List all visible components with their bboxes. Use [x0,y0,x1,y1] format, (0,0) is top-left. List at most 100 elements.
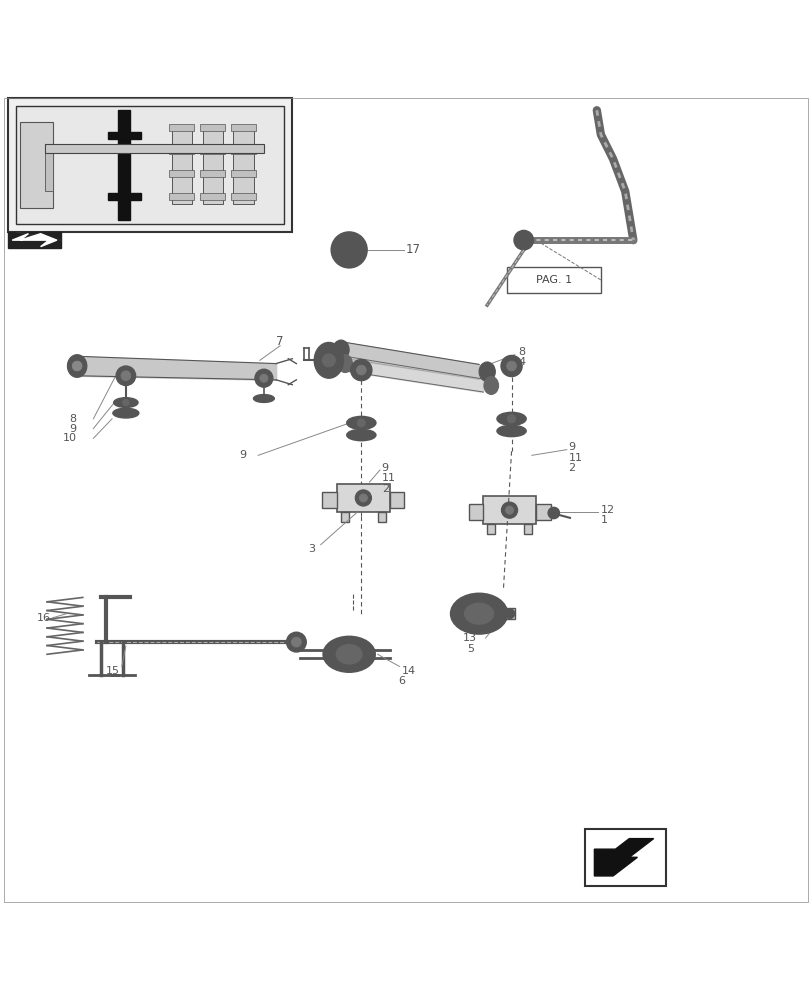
Bar [108,132,140,139]
Bar [200,124,225,131]
Bar [202,126,222,204]
Ellipse shape [323,636,375,672]
Bar [230,147,255,154]
Bar [230,193,255,200]
Ellipse shape [314,342,343,378]
Bar [337,484,389,512]
Ellipse shape [67,355,87,377]
Text: 13: 13 [462,633,476,643]
Circle shape [116,366,135,386]
Bar [169,124,194,131]
Text: 6: 6 [397,676,405,686]
Text: 10: 10 [62,433,76,443]
Text: 12: 12 [600,505,614,515]
Circle shape [358,494,367,502]
Bar [377,512,385,522]
Bar [200,147,225,154]
Bar [341,512,349,522]
Circle shape [72,361,82,371]
Circle shape [356,365,366,375]
Bar [389,492,404,508]
Circle shape [341,242,357,258]
Text: 9: 9 [239,450,247,460]
Circle shape [260,374,268,382]
Bar [233,126,253,204]
Ellipse shape [483,377,498,394]
Bar [45,144,53,191]
Bar [230,170,255,177]
Circle shape [500,355,521,377]
Bar [535,504,550,520]
Text: 9: 9 [568,442,575,452]
Bar [500,608,514,619]
Text: 3: 3 [308,544,315,554]
Circle shape [331,232,367,268]
Circle shape [504,609,514,619]
Ellipse shape [496,412,526,425]
Circle shape [354,490,371,506]
Text: 5: 5 [466,644,474,654]
Polygon shape [12,234,57,247]
Text: 4: 4 [517,357,525,367]
Ellipse shape [464,603,493,624]
Ellipse shape [113,408,139,418]
Bar [230,124,255,131]
Bar [169,193,194,200]
Text: 8: 8 [517,347,525,357]
Ellipse shape [346,429,375,441]
Bar [200,193,225,200]
Text: 1: 1 [600,515,607,525]
Circle shape [291,637,301,647]
Ellipse shape [114,398,138,407]
Text: 7: 7 [276,335,283,348]
Bar [322,492,337,508]
Bar [16,106,284,224]
Bar [523,524,531,534]
Text: 9: 9 [69,424,76,434]
Ellipse shape [496,425,526,437]
Text: 17: 17 [406,243,420,256]
Bar [20,122,53,208]
Bar [584,829,665,886]
Ellipse shape [337,355,352,373]
Bar [171,126,191,204]
Ellipse shape [478,362,495,381]
Circle shape [513,230,533,250]
Text: PAG. 1: PAG. 1 [535,275,571,285]
Bar [200,170,225,177]
Text: 9: 9 [381,463,388,473]
Ellipse shape [333,340,349,360]
Circle shape [255,369,272,387]
Text: 2: 2 [568,463,575,473]
Text: 8: 8 [69,414,76,424]
Polygon shape [594,839,653,876]
Circle shape [322,354,335,367]
Text: 14: 14 [401,666,415,676]
Bar [483,496,535,524]
Circle shape [286,632,306,652]
Circle shape [121,371,131,381]
Bar [507,267,600,293]
Bar [45,144,264,153]
Bar [468,504,483,520]
Circle shape [547,507,559,519]
Bar [8,98,292,232]
Circle shape [507,415,515,423]
Text: 2: 2 [381,484,388,494]
Circle shape [506,361,516,371]
Text: 15: 15 [105,666,119,676]
Ellipse shape [346,416,375,429]
Text: 11: 11 [568,453,581,463]
Circle shape [500,502,517,518]
Bar [8,232,61,248]
Ellipse shape [450,593,507,634]
Circle shape [350,360,371,381]
Bar [118,110,130,220]
Circle shape [357,419,365,427]
Text: 11: 11 [381,473,395,483]
Bar [169,170,194,177]
Circle shape [122,399,129,406]
Bar [169,147,194,154]
Bar [108,193,140,200]
Ellipse shape [336,645,362,664]
